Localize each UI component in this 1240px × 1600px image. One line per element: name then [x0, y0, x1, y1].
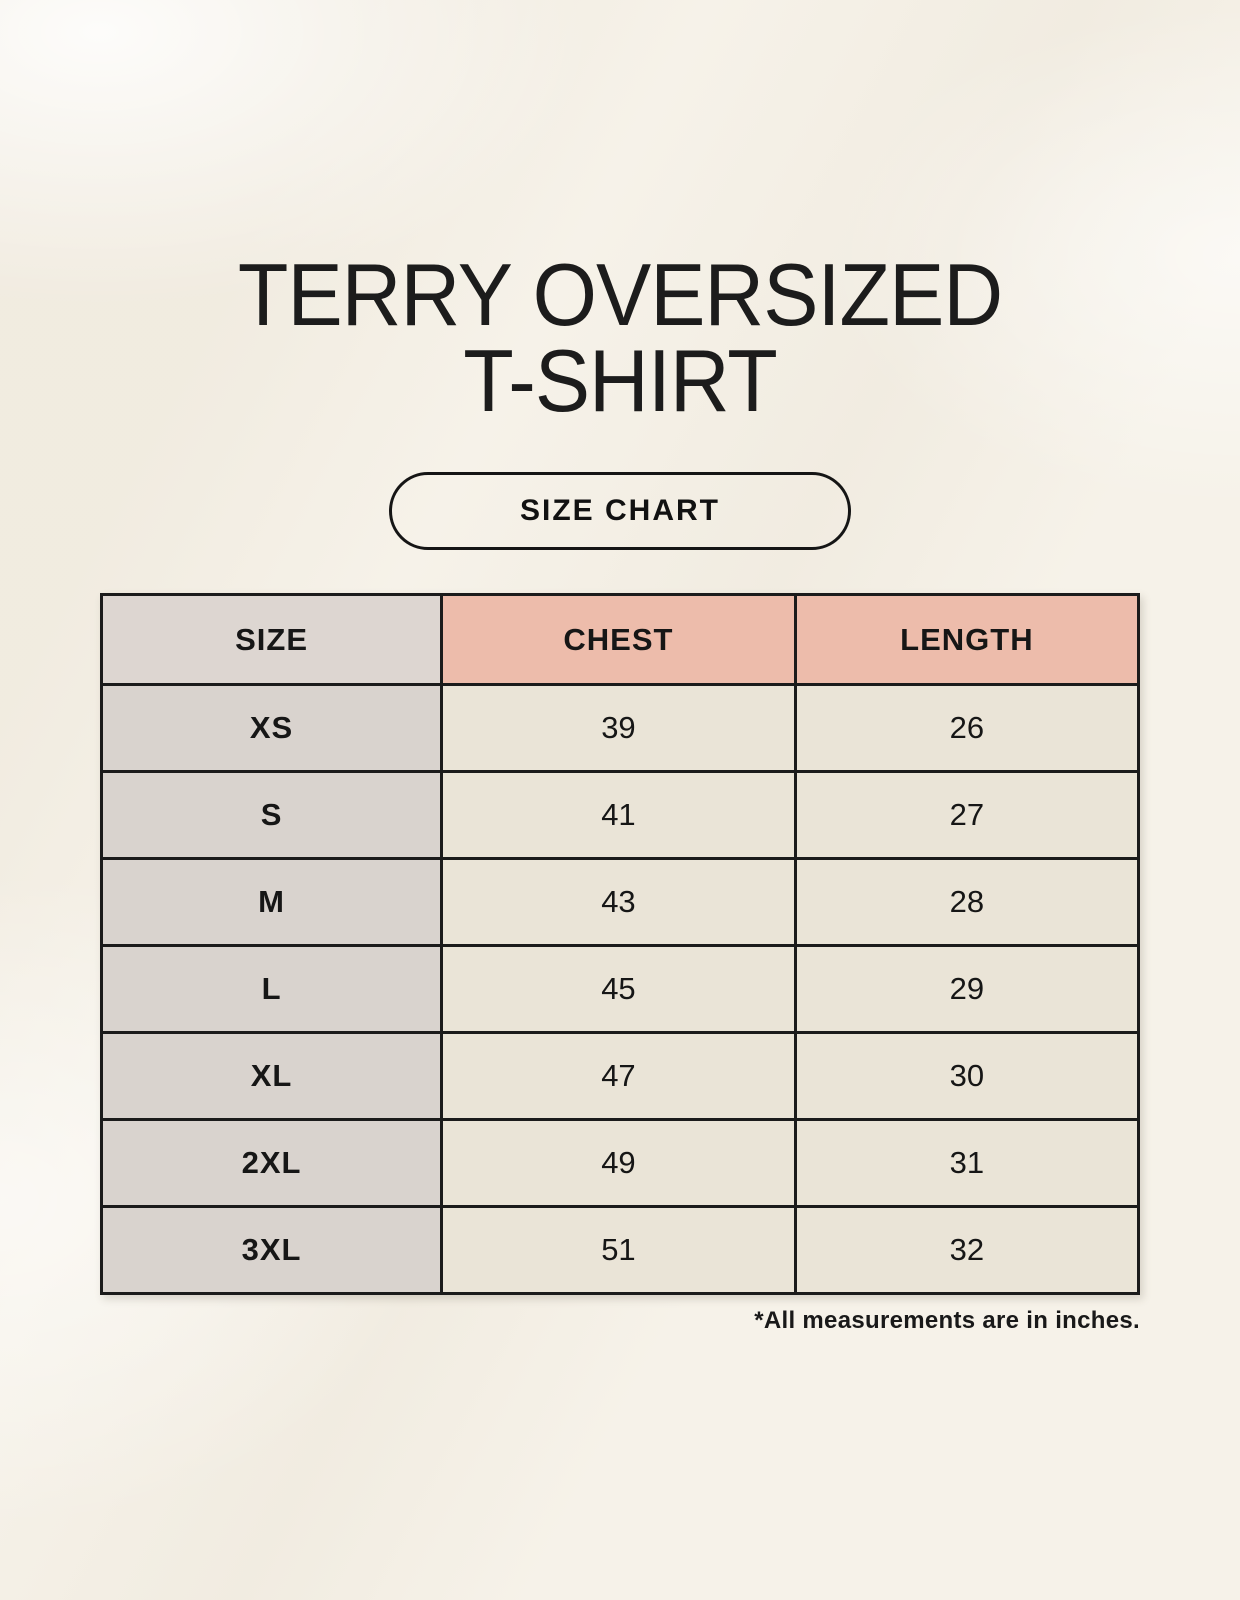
size-cell: L: [99, 944, 444, 1035]
size-cell: XS: [99, 683, 444, 774]
length-cell: 27: [793, 770, 1141, 861]
table-row: L 45 29: [99, 944, 1141, 1035]
size-chart-button[interactable]: SIZE CHART: [389, 472, 851, 551]
size-cell: 3XL: [99, 1205, 444, 1296]
table-row: XL 47 30: [99, 1031, 1141, 1122]
column-header-chest: CHEST: [440, 593, 797, 687]
chest-cell: 43: [440, 857, 797, 948]
size-cell: M: [99, 857, 444, 948]
length-cell: 30: [793, 1031, 1141, 1122]
size-cell: 2XL: [99, 1118, 444, 1209]
chest-cell: 49: [440, 1118, 797, 1209]
table-body: XS 39 26 S 41 27 M 43 28 L 45 29 XL 47 3…: [99, 683, 1141, 1296]
table-row: 3XL 51 32: [99, 1205, 1141, 1296]
chest-cell: 39: [440, 683, 797, 774]
title-line-1: TERRY OVERSIZED: [237, 245, 1003, 344]
size-cell: S: [99, 770, 444, 861]
length-cell: 26: [793, 683, 1141, 774]
table-row: M 43 28: [99, 857, 1141, 948]
length-cell: 28: [793, 857, 1141, 948]
size-chart-table: SIZE CHEST LENGTH XS 39 26 S 41 27 M 43 …: [99, 593, 1141, 1296]
size-cell: XL: [99, 1031, 444, 1122]
chest-cell: 41: [440, 770, 797, 861]
chest-cell: 45: [440, 944, 797, 1035]
length-cell: 32: [793, 1205, 1141, 1296]
chest-cell: 51: [440, 1205, 797, 1296]
length-cell: 29: [793, 944, 1141, 1035]
column-header-size: SIZE: [99, 593, 444, 687]
table-header-row: SIZE CHEST LENGTH: [99, 593, 1141, 687]
page-title: TERRY OVERSIZED T-SHIRT: [37, 0, 1203, 424]
measurement-note: *All measurements are in inches.: [754, 1307, 1140, 1335]
table-row: S 41 27: [99, 770, 1141, 861]
length-cell: 31: [793, 1118, 1141, 1209]
table-row: XS 39 26: [99, 683, 1141, 774]
table-row: 2XL 49 31: [99, 1118, 1141, 1209]
chest-cell: 47: [440, 1031, 797, 1122]
title-line-2: T-SHIRT: [463, 331, 778, 431]
column-header-length: LENGTH: [793, 593, 1141, 687]
